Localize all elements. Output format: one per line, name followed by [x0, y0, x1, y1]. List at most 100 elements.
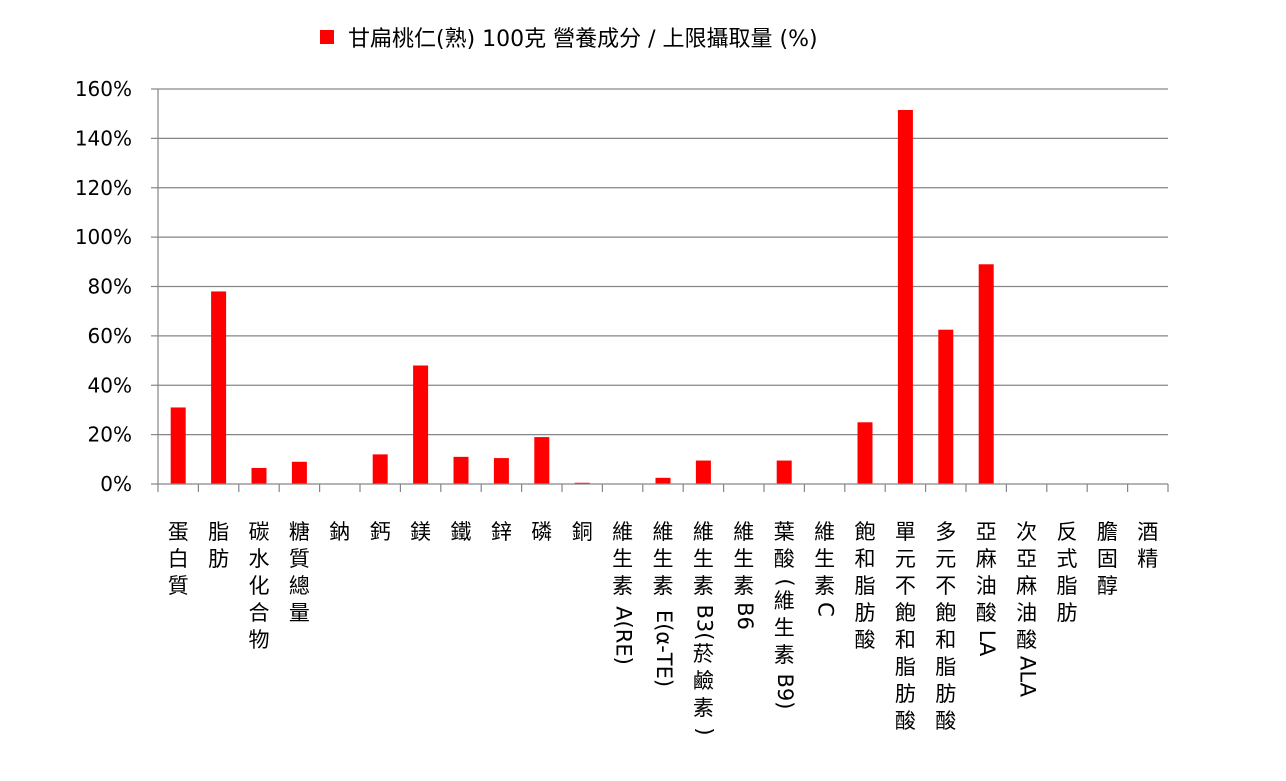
x-label-char: 飽	[935, 601, 956, 625]
x-label-segment: B3(	[692, 605, 716, 641]
x-label-char: 鹼	[693, 669, 714, 693]
x-label-char: 合	[249, 601, 270, 625]
x-label-char: 酸	[1016, 628, 1037, 652]
x-label-char: 不	[895, 574, 916, 598]
bar	[211, 291, 227, 484]
x-label-char: 維	[733, 520, 754, 544]
x-label-char: 白	[168, 547, 189, 571]
x-label-char: 素	[814, 574, 835, 598]
y-tick-label: 100%	[75, 225, 132, 249]
y-tick-label: 120%	[75, 176, 132, 200]
x-label-char: 麻	[1016, 574, 1037, 598]
y-tick-label: 40%	[88, 373, 132, 397]
x-category-label: 鎂	[410, 520, 431, 544]
x-label-char: 鋅	[491, 520, 512, 544]
x-label-char: 固	[1097, 547, 1118, 571]
x-label-char: 酸	[895, 709, 916, 733]
x-label-char: 麻	[976, 547, 997, 571]
x-label-segment: LA	[975, 630, 999, 657]
x-label-char: 維	[612, 520, 633, 544]
x-label-char: 脂	[208, 520, 229, 544]
x-label-segment: (	[773, 578, 797, 586]
x-label-segment: A(RE)	[612, 606, 636, 665]
x-label-char: 菸	[693, 642, 714, 666]
x-label-char: 素	[774, 643, 795, 667]
x-label-char: 不	[935, 574, 956, 598]
x-label-char: 鎂	[410, 520, 431, 544]
bar	[655, 477, 671, 484]
bar	[574, 482, 590, 484]
x-label-segment: )	[692, 727, 716, 735]
x-category-label: 磷	[531, 520, 552, 544]
x-label-char: 生	[774, 616, 795, 640]
x-label-char: 銅	[572, 520, 593, 544]
x-label-char: 素	[693, 696, 714, 720]
x-label-char: 化	[249, 574, 270, 598]
x-label-char: 式	[1057, 547, 1078, 571]
x-label-char: 次	[1016, 520, 1037, 544]
x-label-char: 油	[976, 574, 997, 598]
x-label-char: 多	[935, 520, 956, 544]
x-label-char: 素	[733, 574, 754, 598]
x-label-char: 肪	[1057, 601, 1078, 625]
x-label-char: 酸	[935, 709, 956, 733]
bar	[453, 456, 469, 484]
y-tick-label: 160%	[75, 77, 132, 101]
x-label-char: 質	[168, 574, 189, 598]
x-category-label: 膽固醇	[1097, 520, 1118, 598]
x-label-char: 醇	[1097, 574, 1118, 598]
x-category-label: 鈣	[370, 520, 391, 544]
y-tick-label: 60%	[88, 324, 132, 348]
x-label-char: 鈣	[370, 520, 391, 544]
x-label-char: 質	[289, 547, 310, 571]
x-category-label: 蛋白質	[168, 520, 189, 598]
axes	[151, 88, 1169, 492]
y-tick-label: 20%	[88, 423, 132, 447]
x-label-char: 物	[249, 628, 270, 652]
x-category-label: 脂肪	[208, 520, 229, 571]
x-category-label: 葉酸 (維生素 B9)	[773, 520, 797, 709]
x-label-char: 膽	[1097, 520, 1118, 544]
x-label-char: 飽	[895, 601, 916, 625]
x-label-char: 維	[774, 589, 795, 613]
x-label-char: 生	[653, 547, 674, 571]
x-label-segment: ALA	[1016, 656, 1040, 698]
x-label-char: 生	[733, 547, 754, 571]
x-label-char: 素	[693, 574, 714, 598]
x-label-char: 維	[693, 520, 714, 544]
x-label-segment: C	[814, 602, 838, 617]
x-label-char: 酸	[774, 547, 795, 571]
bar	[413, 365, 429, 484]
x-label-char: 肪	[855, 601, 876, 625]
bar	[251, 467, 267, 484]
x-label-char: 酸	[855, 628, 876, 652]
x-label-char: 素	[612, 574, 633, 598]
x-label-char: 和	[855, 547, 876, 571]
x-label-char: 精	[1137, 547, 1158, 571]
bar	[978, 264, 994, 484]
x-label-char: 維	[814, 520, 835, 544]
bars	[170, 109, 994, 484]
x-label-segment: B6	[733, 602, 757, 630]
y-tick-label: 140%	[75, 126, 132, 150]
x-category-label: 維生素 A(RE)	[612, 520, 636, 665]
x-label-char: 素	[653, 574, 674, 598]
x-label-char: 脂	[935, 655, 956, 679]
x-category-label: 鐵	[451, 520, 472, 544]
x-label-char: 和	[895, 628, 916, 652]
x-label-char: 鈉	[329, 520, 350, 544]
x-label-char: 脂	[895, 655, 916, 679]
bar	[695, 460, 711, 484]
bar	[938, 329, 954, 484]
gridlines	[158, 88, 1168, 436]
bar	[857, 422, 873, 484]
x-label-segment: B9)	[773, 674, 797, 710]
x-label-char: 肪	[208, 547, 229, 571]
